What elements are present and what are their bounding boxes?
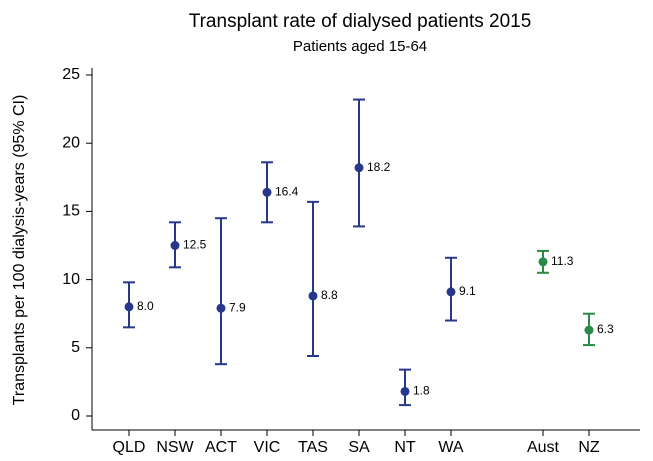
- point: [124, 302, 134, 312]
- point: [354, 163, 364, 173]
- y-tick-label: 15: [62, 203, 80, 220]
- point: [262, 187, 272, 197]
- x-tick-label: NSW: [156, 439, 194, 456]
- x-tick-label: Aust: [527, 439, 560, 456]
- value-label: 16.4: [275, 184, 299, 198]
- point: [170, 241, 180, 250]
- point: [308, 291, 318, 301]
- y-tick-label: 0: [71, 407, 80, 424]
- y-axis-label: Transplants per 100 dialysis-years (95% …: [11, 95, 28, 406]
- y-tick-label: 20: [62, 134, 80, 151]
- value-label: 8.0: [137, 299, 154, 313]
- point: [584, 325, 594, 335]
- x-tick-label: SA: [348, 439, 370, 456]
- value-label: 12.5: [183, 238, 207, 252]
- x-tick-label: VIC: [254, 439, 281, 456]
- point: [446, 287, 456, 297]
- y-tick-label: 10: [62, 271, 80, 288]
- point: [216, 303, 226, 313]
- value-label: 18.2: [367, 160, 391, 174]
- y-tick-label: 25: [62, 66, 80, 83]
- value-label: 6.3: [597, 322, 614, 336]
- chart-subtitle: Patients aged 15-64: [293, 38, 427, 55]
- point: [538, 257, 548, 267]
- y-tick-label: 5: [71, 339, 80, 356]
- x-tick-label: NT: [394, 439, 416, 456]
- x-tick-label: ACT: [205, 439, 237, 456]
- x-tick-label: WA: [438, 439, 464, 456]
- chart-title: Transplant rate of dialysed patients 201…: [189, 11, 532, 32]
- value-label: 8.8: [321, 288, 338, 302]
- value-label: 7.9: [229, 300, 246, 314]
- value-label: 11.3: [551, 254, 574, 268]
- x-tick-label: QLD: [113, 439, 146, 456]
- value-label: 9.1: [459, 284, 476, 298]
- point: [400, 386, 410, 396]
- value-label: 1.8: [413, 384, 430, 398]
- x-tick-label: TAS: [298, 439, 328, 456]
- x-tick-label: NZ: [578, 439, 600, 456]
